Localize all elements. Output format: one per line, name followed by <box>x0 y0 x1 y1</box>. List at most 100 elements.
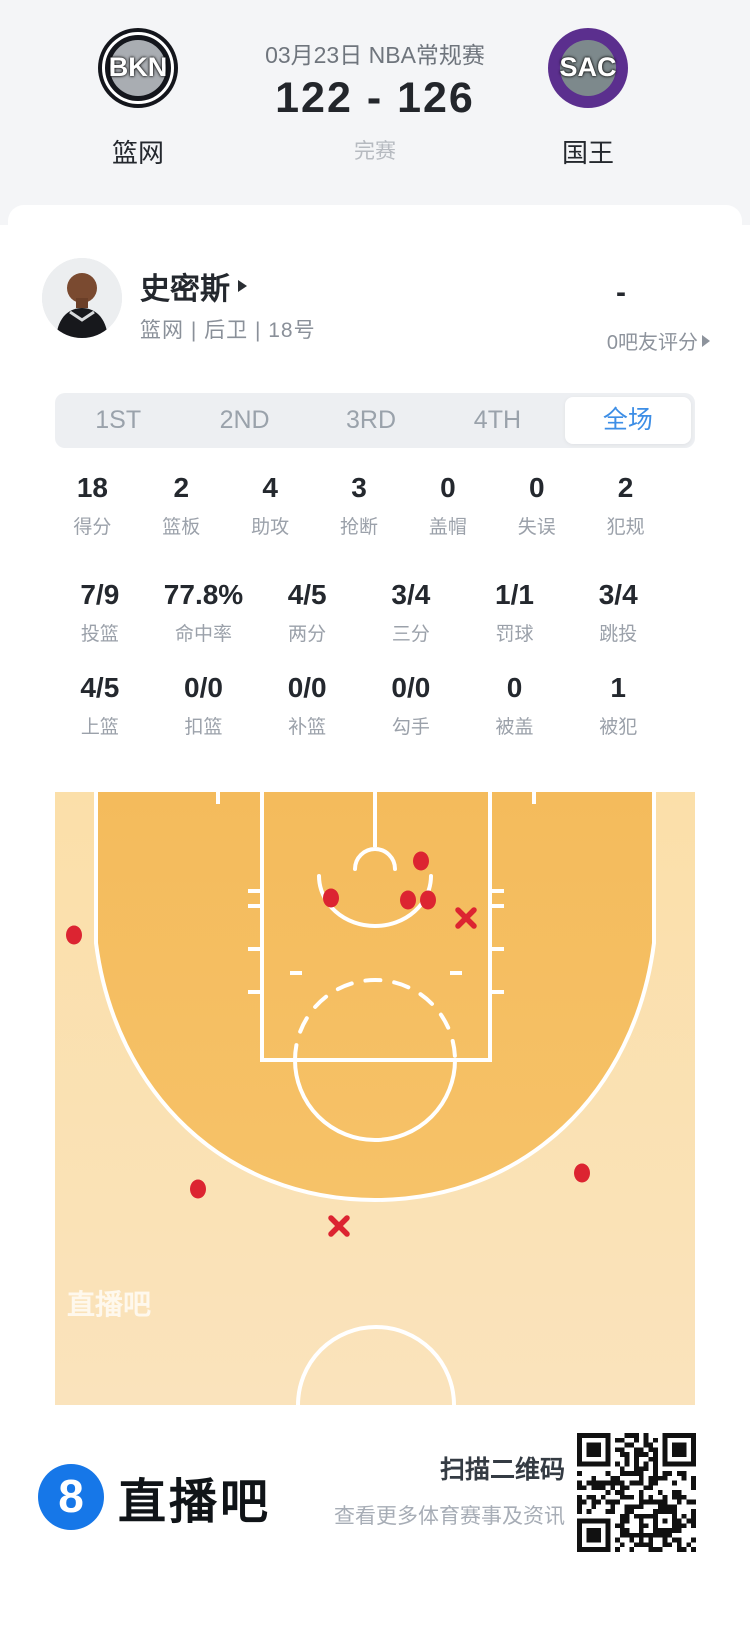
away-team-logo: SAC <box>548 28 628 108</box>
stat-label: 失误 <box>517 517 556 538</box>
stat-命中率: 77.8% 命中率 <box>152 579 256 646</box>
made-shot-dot <box>323 888 339 908</box>
court-svg: 直播吧 <box>55 792 695 1406</box>
stat-value: 3/4 <box>391 579 431 610</box>
qr-code <box>577 1433 696 1552</box>
stat-被犯: 1 被犯 <box>566 672 670 739</box>
player-photo-placeholder <box>42 258 122 338</box>
made-shot-dot <box>420 890 436 910</box>
lane-hash-marks <box>216 792 536 994</box>
tab-4TH[interactable]: 4TH <box>473 406 522 434</box>
stat-罚球: 1/1 罚球 <box>463 579 567 646</box>
three-point-area <box>96 792 654 1200</box>
tab-2ND[interactable]: 2ND <box>219 406 270 434</box>
stat-value: 1/1 <box>495 579 534 610</box>
stat-得分: 18 得分 <box>48 472 137 539</box>
stat-value: 18 <box>76 472 108 503</box>
chevron-right-icon <box>702 334 710 347</box>
rim-arc <box>353 847 397 871</box>
stats-row-shooting: 7/9 投篮 77.8% 命中率 4/5 两分 3/4 三分 1/1 罚球 3/4 跳投 <box>48 579 670 646</box>
stat-label: 两分 <box>288 624 327 645</box>
missed-shot-markers <box>328 907 477 1237</box>
made-shot-dot <box>190 1179 206 1199</box>
court-watermark: 直播吧 <box>67 1289 151 1320</box>
rating-block: - 0吧友评分 <box>560 276 710 355</box>
stat-勾手: 0/0 勾手 <box>359 672 463 739</box>
player-name-row[interactable]: 史密斯 <box>140 264 247 308</box>
home-team-name: 篮网 <box>111 138 164 168</box>
stat-盖帽: 0 盖帽 <box>403 472 492 539</box>
basketball-icon <box>560 40 616 96</box>
fan-rating-label: 0吧友评分 <box>606 332 698 354</box>
stat-value: 2 <box>617 472 634 503</box>
missed-shot-x <box>328 1215 350 1237</box>
stat-失误: 0 失误 <box>492 472 581 539</box>
stat-label: 跳投 <box>599 624 638 645</box>
tab-3RD[interactable]: 3RD <box>346 406 397 434</box>
stat-value: 2 <box>173 472 190 503</box>
missed-shot-x <box>455 907 477 929</box>
stat-value: 4/5 <box>80 672 120 703</box>
player-avatar <box>42 258 122 338</box>
player-name: 史密斯 <box>140 273 230 306</box>
stat-犯规: 2 犯规 <box>581 472 670 539</box>
tab-全场[interactable]: 全场 <box>564 397 692 444</box>
stat-label: 投篮 <box>80 624 119 645</box>
stat-label: 被犯 <box>599 717 638 738</box>
stat-label: 勾手 <box>391 717 430 738</box>
qr-subtitle: 查看更多体育赛事及资讯 <box>334 1505 565 1528</box>
stat-label: 盖帽 <box>428 517 467 538</box>
logo-ring <box>102 32 174 104</box>
tab-1ST[interactable]: 1ST <box>95 406 142 434</box>
stat-label: 篮板 <box>162 517 201 538</box>
stat-label: 上篮 <box>80 717 119 738</box>
made-shot-markers <box>66 851 590 1199</box>
quarter-tabs: 1ST 2ND 3RD 4TH 全场 <box>55 393 695 448</box>
stat-value: 0 <box>440 472 456 503</box>
stat-label: 扣篮 <box>184 717 223 738</box>
away-team-name: 国王 <box>561 138 614 168</box>
zhibo8-logo-icon: 8 <box>38 1464 104 1530</box>
free-throw-arc-solid <box>293 1059 457 1142</box>
match-date-competition: 03月23日 NBA常规赛 <box>265 42 485 68</box>
stat-label: 抢断 <box>340 517 379 538</box>
rating-value: - <box>616 276 626 309</box>
stat-value: 0/0 <box>184 672 223 703</box>
stat-扣篮: 0/0 扣篮 <box>152 672 256 739</box>
stat-value: 0 <box>506 672 523 703</box>
stat-value: 7/9 <box>80 579 120 610</box>
stat-label: 犯规 <box>606 517 645 538</box>
made-shot-dot <box>574 1163 590 1183</box>
zhibo8-brand-name: 直播吧 <box>118 1476 272 1529</box>
stat-篮板: 2 篮板 <box>137 472 226 539</box>
stat-label: 三分 <box>391 624 430 645</box>
paint-key-lines <box>260 792 492 1062</box>
home-team-abbr: BKN <box>108 52 168 82</box>
match-score: 122 - 126 <box>275 74 475 122</box>
fan-rating-link[interactable]: 0吧友评分 <box>560 326 710 355</box>
stat-三分: 3/4 三分 <box>359 579 463 646</box>
stat-label: 补篮 <box>288 717 327 738</box>
qr-title: 扫描二维码 <box>439 1456 565 1484</box>
stat-value: 3/4 <box>598 579 638 610</box>
expand-arrow-icon <box>238 280 247 292</box>
stat-跳投: 3/4 跳投 <box>566 579 670 646</box>
stat-label: 命中率 <box>175 624 233 645</box>
stat-两分: 4/5 两分 <box>255 579 359 646</box>
stat-value: 0/0 <box>391 672 431 703</box>
qr-caption-block: 扫描二维码 查看更多体育赛事及资讯 <box>320 1450 565 1530</box>
stat-value: 3 <box>351 472 367 503</box>
basketball-icon <box>110 40 166 96</box>
stat-label: 罚球 <box>495 624 534 645</box>
away-team-abbr: SAC <box>559 52 617 82</box>
stat-抢断: 3 抢断 <box>315 472 404 539</box>
made-shot-dot <box>66 925 82 945</box>
stat-label: 得分 <box>73 517 112 538</box>
stat-投篮: 7/9 投篮 <box>48 579 152 646</box>
stat-value: 4 <box>262 472 278 503</box>
stats-row-shot-types: 4/5 上篮 0/0 扣篮 0/0 补篮 0/0 勾手 0 被盖 1 被犯 <box>48 672 670 739</box>
stat-label: 助攻 <box>251 517 290 538</box>
stat-补篮: 0/0 补篮 <box>255 672 359 739</box>
player-meta: 篮网 | 后卫 | 18号 <box>140 319 316 342</box>
